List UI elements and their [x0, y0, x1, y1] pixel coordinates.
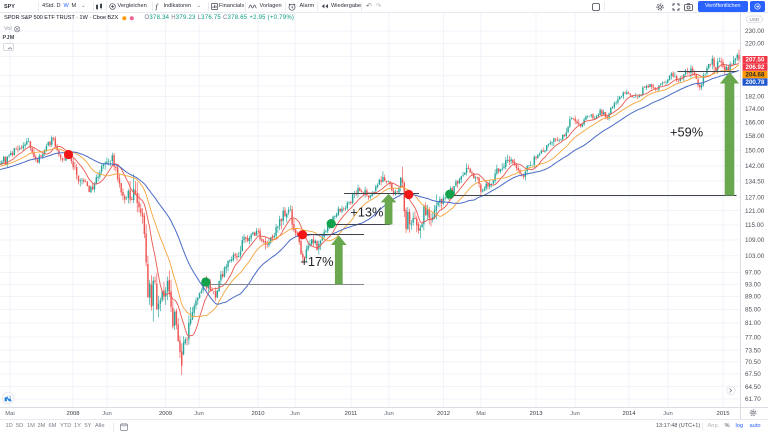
- svg-text:USD: USD: [750, 17, 760, 22]
- svg-text:73.50: 73.50: [745, 347, 761, 354]
- svg-text:67.50: 67.50: [745, 371, 761, 378]
- svg-text:2009: 2009: [159, 411, 172, 417]
- svg-text:2010: 2010: [251, 411, 265, 417]
- svg-text:158.00: 158.00: [745, 133, 765, 140]
- svg-text:Jun: Jun: [102, 411, 112, 417]
- svg-text:70.50: 70.50: [745, 359, 761, 366]
- svg-text:Jun: Jun: [194, 411, 204, 417]
- svg-text:+59%: +59%: [670, 124, 703, 139]
- svg-text:207.50: 207.50: [746, 57, 765, 64]
- svg-text:2013: 2013: [529, 411, 543, 417]
- svg-text:Jun: Jun: [290, 411, 300, 417]
- svg-text:220.00: 220.00: [745, 41, 765, 48]
- svg-text:2011: 2011: [345, 411, 358, 417]
- svg-text:115.00: 115.00: [745, 222, 764, 229]
- svg-text:174.00: 174.00: [745, 106, 765, 113]
- svg-text:97.00: 97.00: [745, 270, 761, 277]
- svg-text:Jun: Jun: [384, 411, 394, 417]
- svg-text:81.00: 81.00: [745, 320, 761, 327]
- svg-text:2012: 2012: [437, 411, 450, 417]
- svg-text:2015: 2015: [716, 411, 730, 417]
- svg-text:64.50: 64.50: [745, 384, 761, 391]
- svg-text:+17%: +17%: [300, 254, 333, 269]
- svg-text:2014: 2014: [622, 411, 636, 417]
- svg-text:134.50: 134.50: [745, 178, 765, 185]
- svg-text:Jun: Jun: [570, 411, 580, 417]
- svg-text:150.00: 150.00: [745, 148, 765, 155]
- svg-text:182.00: 182.00: [745, 94, 765, 101]
- svg-text:61.70: 61.70: [745, 396, 761, 403]
- svg-text:204.68: 204.68: [746, 72, 765, 79]
- svg-text:206.92: 206.92: [746, 64, 765, 71]
- svg-text:121.00: 121.00: [745, 208, 765, 215]
- svg-text:Jun: Jun: [663, 411, 673, 417]
- svg-text:127.00: 127.00: [745, 194, 765, 201]
- svg-text:103.00: 103.00: [745, 253, 765, 260]
- svg-text:109.00: 109.00: [745, 237, 765, 244]
- svg-text:Mai: Mai: [5, 411, 15, 417]
- svg-text:166.00: 166.00: [745, 119, 765, 126]
- svg-text:142.00: 142.00: [745, 163, 765, 170]
- svg-text:230.00: 230.00: [745, 28, 765, 35]
- svg-text:85.00: 85.00: [745, 307, 761, 314]
- svg-text:93.00: 93.00: [745, 281, 761, 288]
- svg-text:77.00: 77.00: [745, 334, 761, 341]
- svg-text:Mai: Mai: [476, 411, 486, 417]
- svg-text:+13%: +13%: [350, 205, 383, 220]
- svg-text:200.78: 200.78: [746, 79, 765, 86]
- svg-text:89.00: 89.00: [745, 294, 761, 301]
- svg-text:2008: 2008: [66, 411, 80, 417]
